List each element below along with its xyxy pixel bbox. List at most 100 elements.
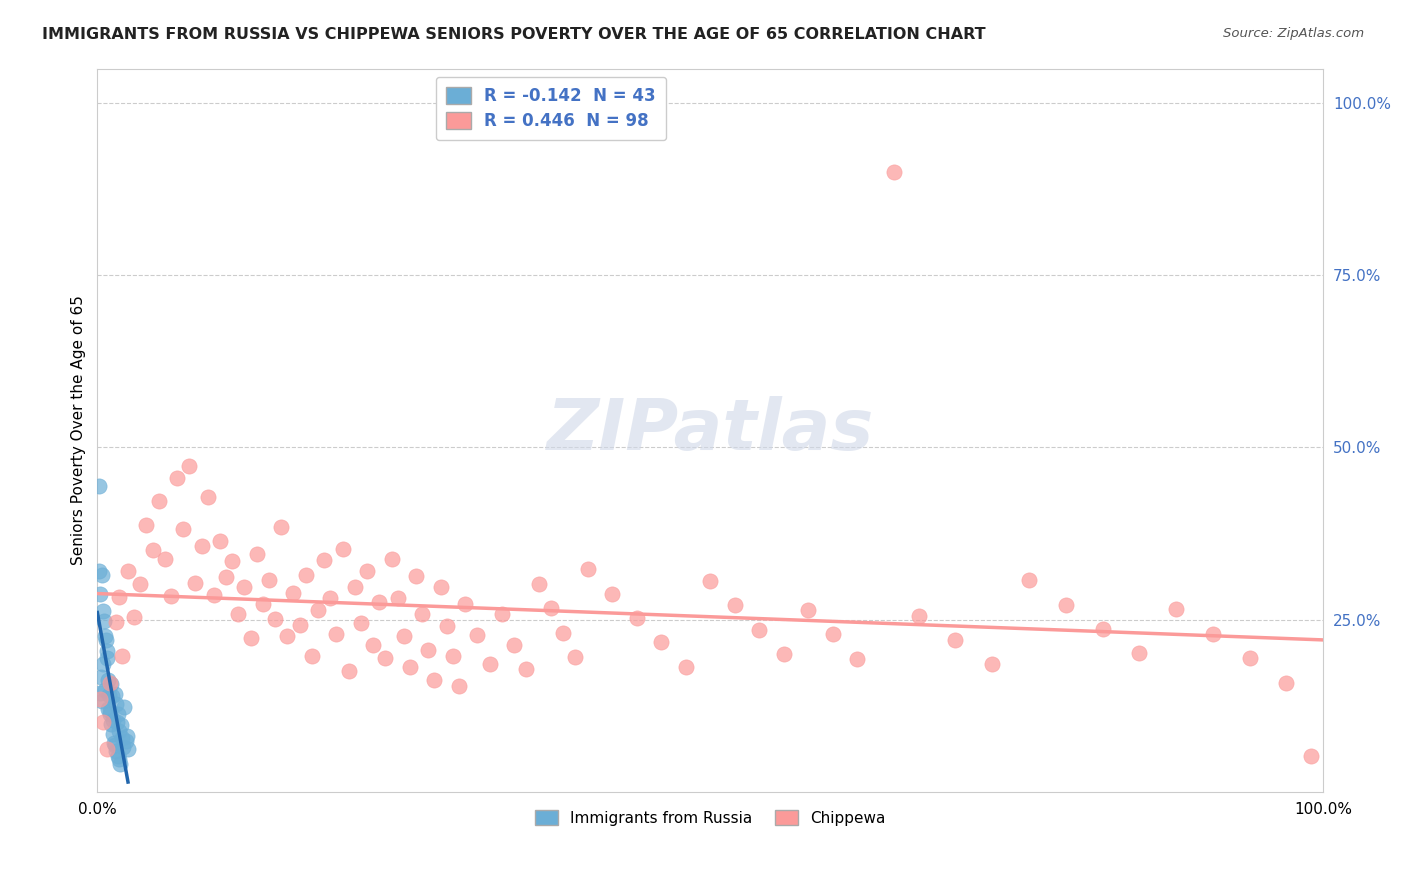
Point	[294, 568, 316, 582]
Point	[436, 619, 458, 633]
Point	[423, 673, 446, 687]
Point	[1275, 676, 1298, 690]
Point	[93, 683, 115, 698]
Point	[89, 587, 111, 601]
Point	[447, 679, 470, 693]
Point	[1202, 627, 1225, 641]
Point	[264, 612, 287, 626]
Point	[374, 651, 396, 665]
Point	[675, 659, 697, 673]
Point	[527, 577, 550, 591]
Point	[883, 165, 905, 179]
Point	[381, 552, 404, 566]
Point	[411, 607, 433, 621]
Point	[797, 603, 820, 617]
Point	[114, 734, 136, 748]
Point	[90, 670, 112, 684]
Point	[981, 657, 1004, 672]
Point	[503, 638, 526, 652]
Point	[91, 604, 114, 618]
Point	[190, 539, 212, 553]
Point	[98, 704, 121, 718]
Point	[112, 740, 135, 755]
Point	[197, 490, 219, 504]
Point	[399, 660, 422, 674]
Point	[515, 662, 537, 676]
Point	[429, 580, 451, 594]
Point	[110, 718, 132, 732]
Point	[699, 574, 721, 588]
Point	[301, 648, 323, 663]
Point	[90, 568, 112, 582]
Point	[454, 597, 477, 611]
Point	[945, 633, 967, 648]
Point	[87, 479, 110, 493]
Point	[283, 586, 305, 600]
Point	[111, 731, 134, 746]
Point	[441, 648, 464, 663]
Point	[89, 564, 111, 578]
Legend: Immigrants from Russia, Chippewa: Immigrants from Russia, Chippewa	[526, 801, 894, 835]
Point	[91, 694, 114, 708]
Point	[103, 713, 125, 727]
Point	[215, 570, 238, 584]
Point	[98, 688, 121, 702]
Point	[600, 586, 623, 600]
Point	[650, 635, 672, 649]
Point	[93, 614, 115, 628]
Text: ZIPatlas: ZIPatlas	[547, 396, 875, 465]
Point	[1018, 573, 1040, 587]
Point	[107, 749, 129, 764]
Point	[748, 623, 770, 637]
Point	[105, 744, 128, 758]
Point	[257, 573, 280, 587]
Point	[314, 553, 336, 567]
Point	[1299, 749, 1322, 764]
Point	[478, 657, 501, 672]
Point	[89, 692, 111, 706]
Point	[1166, 602, 1188, 616]
Point	[89, 686, 111, 700]
Point	[1054, 598, 1077, 612]
Point	[184, 575, 207, 590]
Point	[117, 742, 139, 756]
Point	[103, 687, 125, 701]
Point	[626, 610, 648, 624]
Point	[160, 589, 183, 603]
Point	[907, 608, 929, 623]
Point	[337, 664, 360, 678]
Point	[96, 741, 118, 756]
Point	[270, 520, 292, 534]
Point	[97, 701, 120, 715]
Point	[368, 595, 391, 609]
Point	[101, 689, 124, 703]
Point	[93, 657, 115, 672]
Point	[343, 580, 366, 594]
Point	[564, 649, 586, 664]
Point	[93, 714, 115, 729]
Point	[117, 564, 139, 578]
Point	[1091, 622, 1114, 636]
Point	[319, 591, 342, 606]
Point	[94, 632, 117, 647]
Point	[202, 588, 225, 602]
Point	[148, 493, 170, 508]
Point	[221, 554, 243, 568]
Point	[122, 610, 145, 624]
Point	[540, 601, 562, 615]
Point	[239, 631, 262, 645]
Point	[392, 629, 415, 643]
Point	[325, 627, 347, 641]
Point	[361, 638, 384, 652]
Point	[773, 647, 796, 661]
Point	[467, 628, 489, 642]
Point	[387, 591, 409, 605]
Point	[100, 717, 122, 731]
Point	[576, 562, 599, 576]
Point	[233, 580, 256, 594]
Point	[172, 522, 194, 536]
Point	[135, 518, 157, 533]
Text: Source: ZipAtlas.com: Source: ZipAtlas.com	[1223, 27, 1364, 40]
Point	[97, 673, 120, 688]
Point	[112, 700, 135, 714]
